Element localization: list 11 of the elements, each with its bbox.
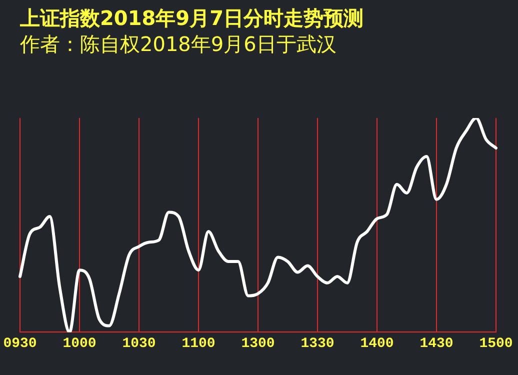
- chart-title: 上证指数2018年9月7日分时走势预测: [19, 6, 364, 30]
- chart-subtitle: 作者：陈自权2018年9月6日于武汉: [19, 32, 336, 56]
- x-tick-label: 1300: [241, 336, 275, 352]
- x-tick-label: 1430: [420, 336, 454, 352]
- x-tick-label: 1000: [62, 336, 96, 352]
- x-tick-label: 1100: [182, 336, 216, 352]
- x-tick-label: 0930: [3, 336, 37, 352]
- x-tick-label: 1500: [479, 336, 513, 352]
- x-tick-label: 1330: [300, 336, 334, 352]
- x-tick-label: 1400: [360, 336, 394, 352]
- x-tick-label: 1030: [122, 336, 156, 352]
